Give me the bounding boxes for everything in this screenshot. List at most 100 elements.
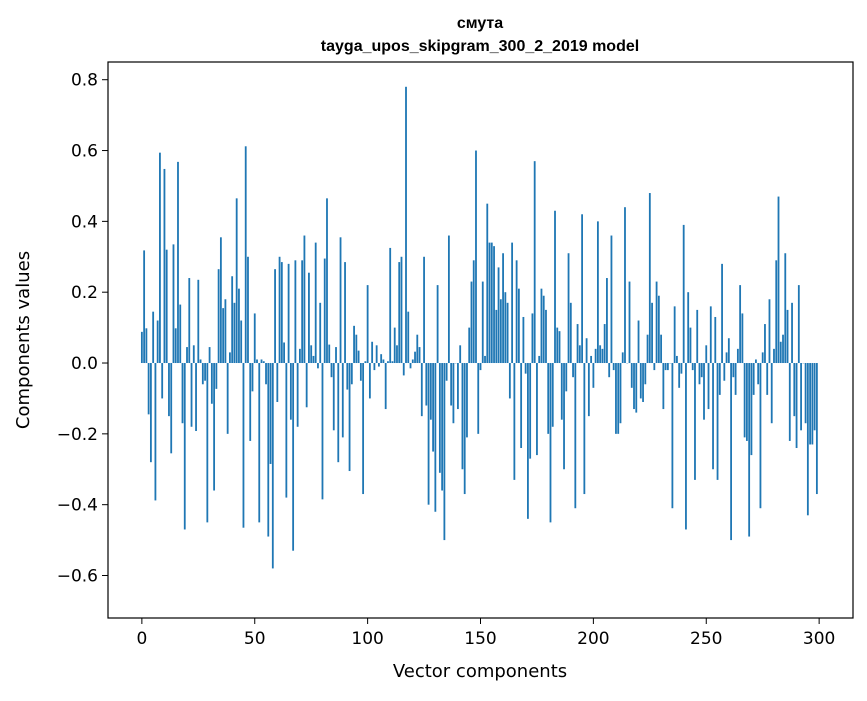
bar-90 [344,262,346,363]
bar-200 [592,363,594,388]
bar-203 [599,345,601,363]
bar-64 [285,363,287,498]
bar-127 [428,363,430,505]
bar-52 [258,363,260,522]
bar-236 [674,306,676,363]
bar-39 [229,352,231,363]
bar-271 [753,363,755,395]
bar-45 [243,363,245,528]
bar-154 [489,243,491,363]
bar-240 [683,225,685,363]
bar-192 [574,363,576,508]
bar-199 [590,356,592,363]
bar-77 [315,243,317,363]
bar-284 [782,335,784,363]
bar-266 [741,313,743,363]
bar-67 [292,363,294,551]
bar-288 [791,303,793,363]
x-tick-label-50: 50 [244,629,266,649]
bar-91 [346,363,348,390]
bar-253 [712,363,714,469]
bar-40 [231,276,233,363]
bar-125 [423,257,425,363]
bar-33 [215,363,217,389]
bar-184 [556,328,558,363]
bar-7 [157,321,159,364]
bar-164 [511,243,513,363]
bar-161 [504,292,506,363]
bar-228 [656,282,658,363]
y-tick-label-3: 0.2 [71,283,98,303]
bar-171 [527,363,529,519]
bar-235 [671,363,673,508]
bar-259 [726,352,728,363]
bar-274 [760,363,762,508]
bar-72 [304,236,306,363]
x-axis-label: Vector components [393,661,567,682]
bar-106 [380,354,382,363]
bar-183 [554,211,556,363]
bar-174 [534,161,536,363]
bar-128 [430,363,432,420]
bar-14 [173,244,175,363]
bar-18 [182,363,184,423]
bar-82 [326,198,328,363]
bar-169 [522,317,524,363]
bar-194 [579,345,581,363]
bar-201 [595,349,597,363]
bar-263 [735,363,737,395]
bar-53 [261,359,263,363]
bar-248 [701,363,703,377]
bar-181 [550,363,552,522]
bar-4 [150,363,152,462]
bar-213 [622,352,624,363]
bar-117 [405,87,407,363]
bar-282 [778,197,780,363]
bar-59 [274,269,276,363]
x-tick-label-0: 0 [136,629,147,649]
y-tick-label-4: 0.0 [71,354,98,374]
x-tick-label-300: 300 [803,629,835,649]
bar-148 [475,151,477,363]
bar-1 [143,250,145,363]
bar-175 [536,363,538,455]
bar-57 [270,363,272,464]
bar-88 [340,237,342,363]
bar-267 [744,363,746,437]
bar-34 [218,269,220,363]
bar-103 [373,363,375,370]
bar-132 [439,363,441,473]
plot-frame [108,62,853,618]
bar-224 [647,335,649,363]
bar-149 [477,363,479,434]
bar-16 [177,162,179,363]
bar-167 [518,289,520,363]
bar-270 [751,363,753,455]
bar-110 [389,248,391,363]
bar-279 [771,363,773,423]
bar-212 [620,363,622,423]
bar-137 [450,363,452,406]
bar-156 [493,246,495,363]
bar-238 [678,363,680,388]
bar-205 [604,324,606,363]
bar-120 [412,359,414,363]
bar-130 [434,363,436,512]
bar-198 [588,363,590,416]
y-tick-label-7: −0.6 [57,567,98,587]
bar-133 [441,363,443,490]
bar-294 [805,363,807,423]
bar-21 [188,278,190,363]
bar-241 [685,363,687,529]
bar-275 [762,352,764,363]
bar-30 [209,347,211,363]
bar-269 [748,363,750,537]
bar-187 [563,363,565,469]
bar-286 [787,310,789,363]
bar-151 [482,282,484,363]
bar-173 [532,313,534,363]
bar-214 [624,207,626,363]
bar-28 [204,363,206,381]
bar-204 [602,349,604,363]
bar-250 [705,345,707,363]
